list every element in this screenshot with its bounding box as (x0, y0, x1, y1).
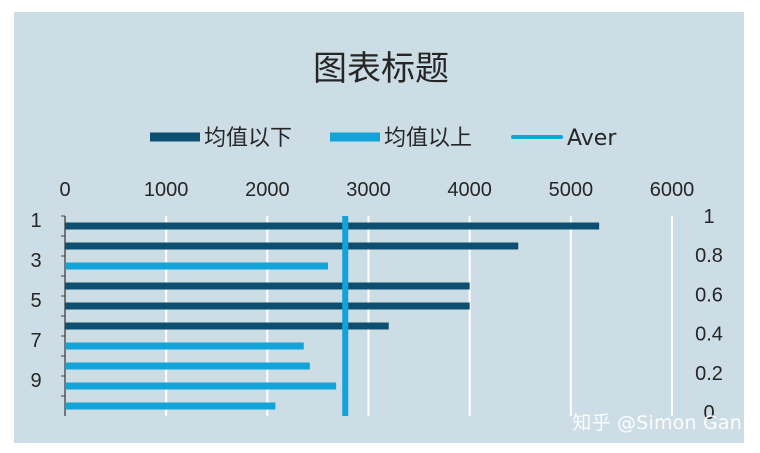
chart-title: 图表标题 (313, 49, 449, 89)
bar (65, 262, 329, 270)
x-tick-label: 6000 (650, 179, 695, 201)
bar (65, 242, 519, 250)
bar (65, 342, 304, 350)
y-tick-label: 9 (30, 370, 41, 392)
bar (65, 382, 337, 390)
secondary-tick-label: 0 (703, 402, 714, 424)
bar (65, 322, 389, 330)
x-tick-label: 4000 (447, 179, 492, 201)
legend-swatch-1 (150, 132, 200, 142)
x-tick-label: 5000 (549, 179, 594, 201)
y-tick-label: 7 (30, 330, 41, 352)
legend-label-3: Aver (567, 126, 617, 151)
legend-label-1: 均值以下 (204, 126, 292, 151)
y-tick-label: 1 (30, 210, 41, 232)
y-tick-label: 5 (30, 290, 41, 312)
bar (65, 222, 600, 230)
y-tick-label: 3 (30, 250, 41, 272)
bar (65, 402, 276, 410)
x-tick-label: 1000 (144, 179, 189, 201)
bar (65, 302, 470, 310)
x-tick-label: 3000 (346, 179, 391, 201)
average-line (342, 216, 349, 416)
secondary-tick-label: 0.4 (695, 324, 723, 346)
watermark: 知乎 @Simon Gan (572, 412, 742, 434)
secondary-tick-label: 0.2 (695, 363, 723, 385)
bar (65, 362, 310, 370)
x-tick-label: 2000 (245, 179, 290, 201)
x-tick-label: 0 (59, 179, 70, 201)
secondary-tick-label: 0.8 (695, 245, 723, 267)
secondary-tick-label: 1 (703, 206, 714, 228)
legend-label-2: 均值以上 (384, 126, 472, 151)
bar (65, 282, 470, 290)
secondary-tick-label: 0.6 (695, 284, 723, 306)
legend-swatch-2 (330, 132, 380, 142)
legend-swatch-line (511, 135, 563, 139)
chart-area: 图表标题均值以下 均值以上 Aver 0 1000 2000 3000 4000 5000 600… (14, 12, 744, 443)
